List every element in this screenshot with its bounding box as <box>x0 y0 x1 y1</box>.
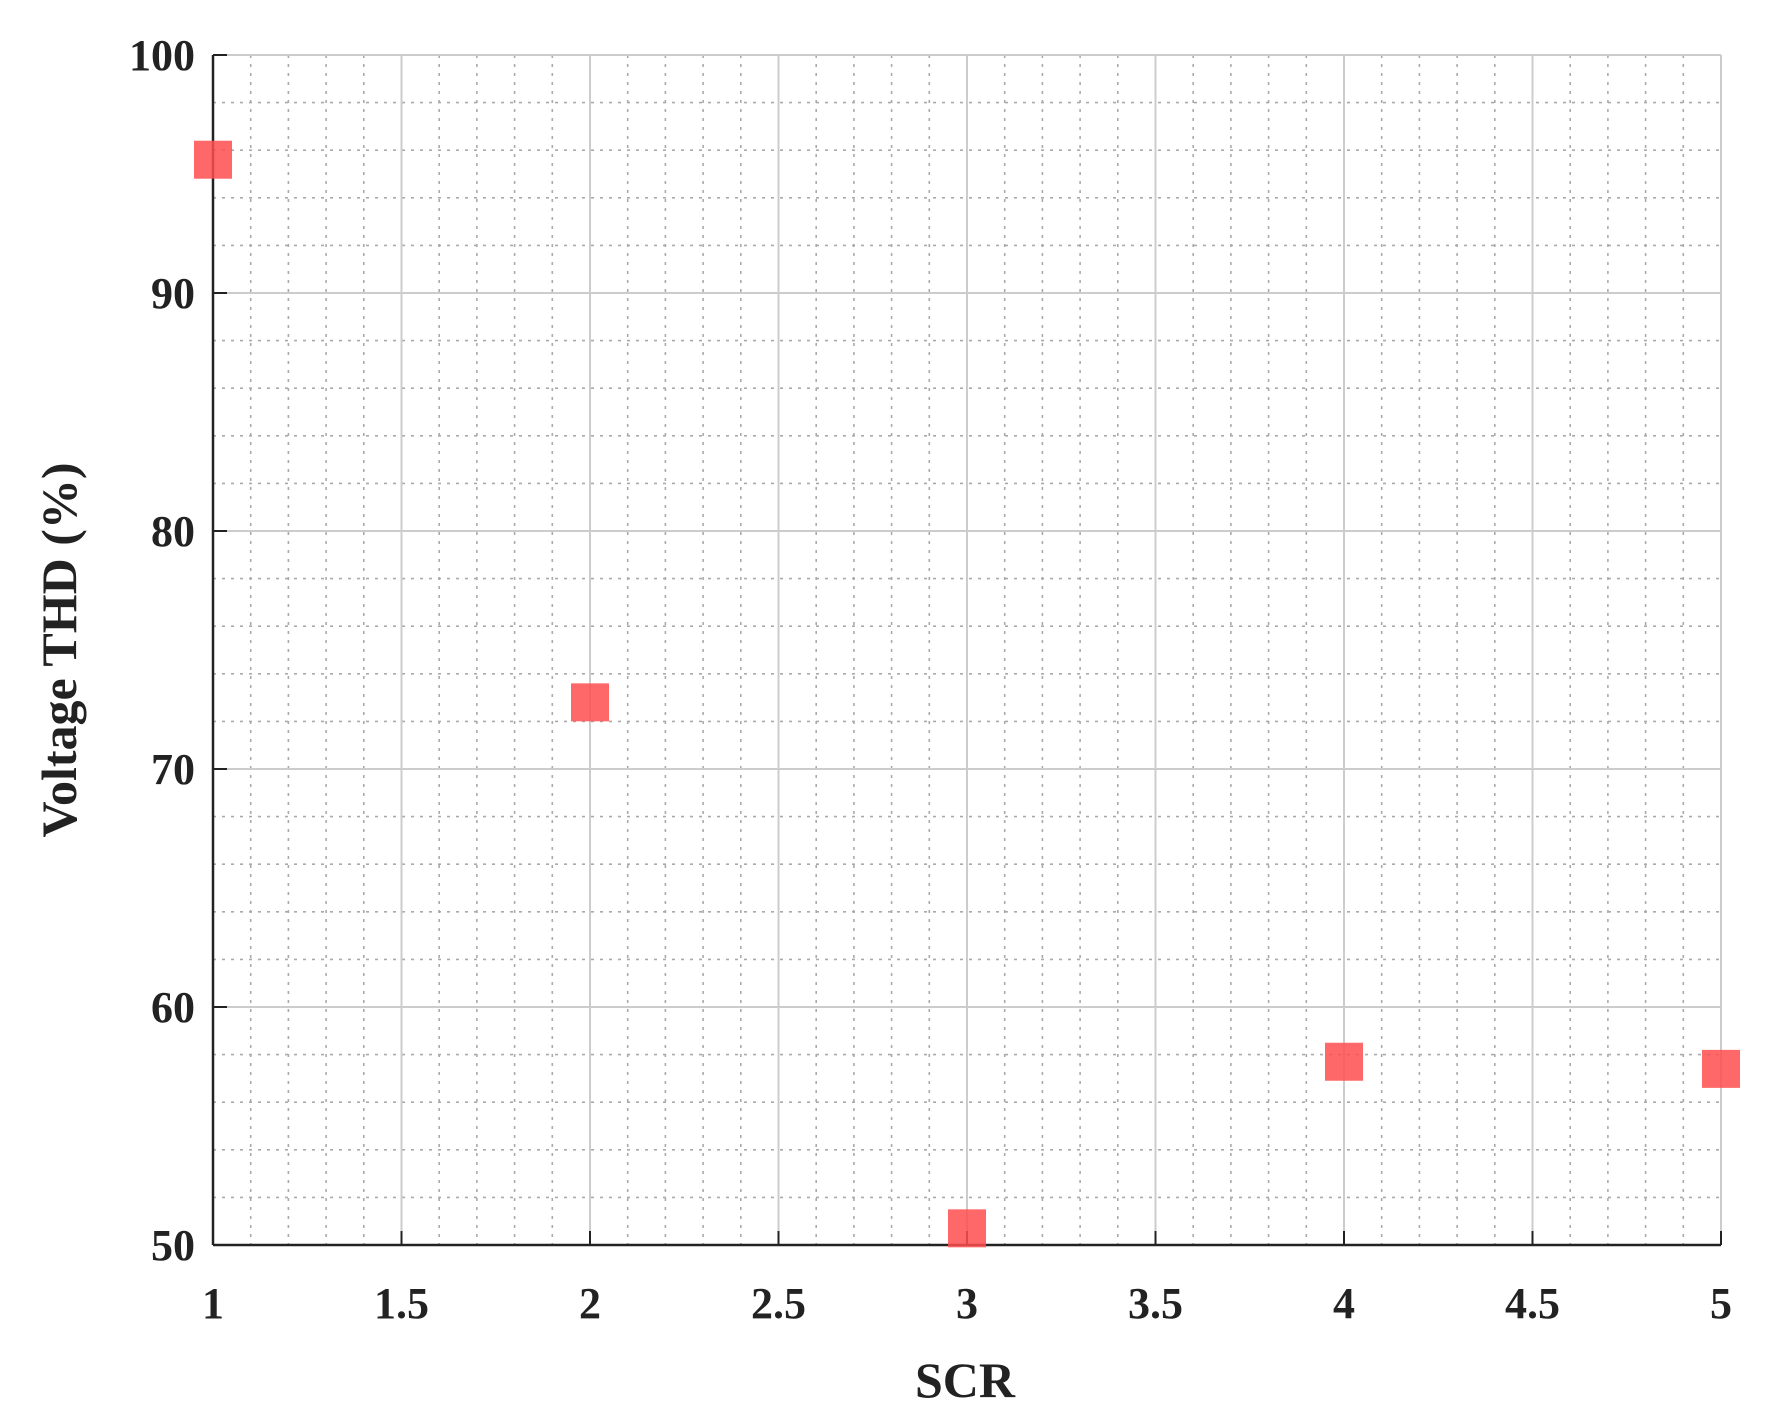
x-tick-label: 4 <box>1333 1279 1355 1328</box>
point <box>948 1209 986 1248</box>
y-tick-label: 100 <box>129 31 195 80</box>
x-tick-label: 3 <box>956 1279 978 1328</box>
y-tick-label: 50 <box>151 1221 195 1270</box>
y-axis-label: Voltage THD (%) <box>31 463 87 838</box>
y-tick-label: 80 <box>151 507 195 556</box>
x-tick-label: 5 <box>1710 1279 1732 1328</box>
point <box>1702 1049 1740 1088</box>
x-tick-label: 2.5 <box>751 1279 806 1328</box>
y-tick-label: 90 <box>151 269 195 318</box>
point <box>194 140 232 179</box>
x-tick-label: 1 <box>202 1279 224 1328</box>
x-axis-label: SCR <box>915 1352 1016 1408</box>
point <box>1325 1042 1363 1081</box>
x-tick-label: 4.5 <box>1505 1279 1560 1328</box>
y-tick-label: 70 <box>151 745 195 794</box>
x-tick-label: 2 <box>579 1279 601 1328</box>
y-tick-label: 60 <box>151 983 195 1032</box>
point <box>571 683 609 722</box>
x-tick-label: 3.5 <box>1128 1279 1183 1328</box>
x-tick-label: 1.5 <box>374 1279 429 1328</box>
